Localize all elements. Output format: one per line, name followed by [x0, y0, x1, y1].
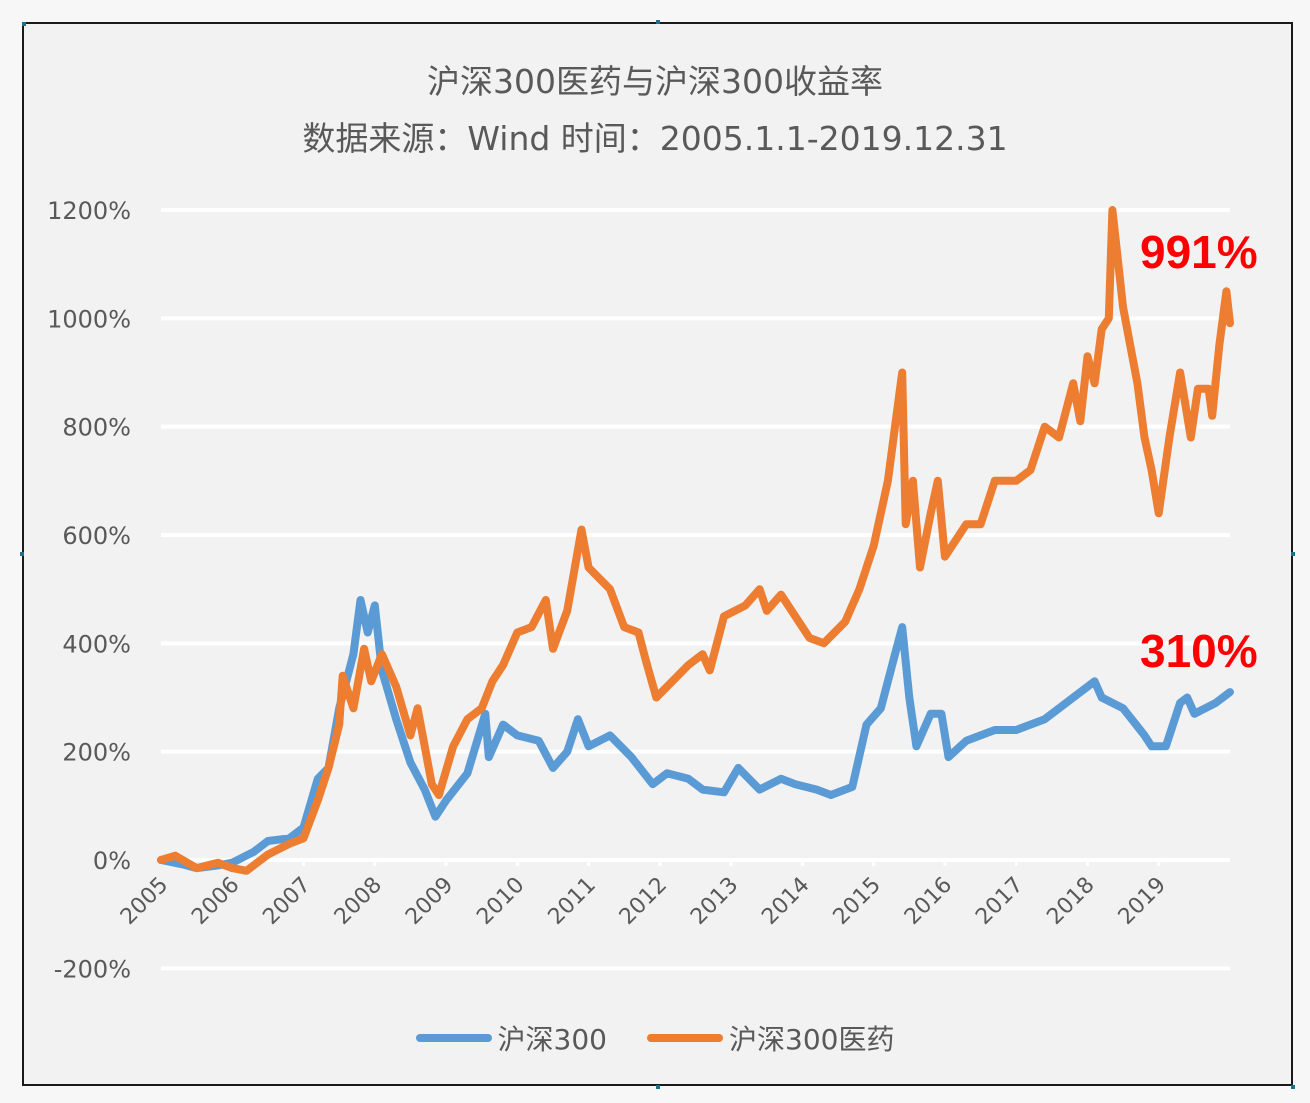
resize-handle-bottom-mid[interactable] [656, 1085, 660, 1089]
x-tick-label: 2019 [1114, 873, 1171, 930]
x-tick-label: 2013 [686, 873, 743, 930]
y-tick-label: 800% [62, 414, 131, 442]
x-tick-label: 2017 [971, 873, 1028, 930]
y-tick-label: 1200% [47, 197, 131, 225]
x-tick-label: 2014 [757, 873, 814, 930]
y-tick-label: 0% [93, 847, 131, 875]
chart-frame [22, 22, 1293, 1086]
resize-handle-top-left[interactable] [22, 22, 26, 26]
y-tick-label: 1000% [47, 305, 131, 333]
resize-handle-right-mid[interactable] [1291, 552, 1295, 556]
chart-subtitle: 数据来源：Wind 时间：2005.1.1-2019.12.31 [302, 119, 1008, 158]
resize-handle-bottom-right[interactable] [1291, 1085, 1295, 1089]
x-tick-label: 2008 [330, 873, 387, 930]
chart-title: 沪深300医药与沪深300收益率 [427, 62, 883, 101]
x-tick-label: 2012 [615, 873, 672, 930]
series-line-csi300-pharma [157, 206, 1234, 875]
x-tick-label: 2016 [900, 873, 957, 930]
annotation-csi300-return: 310% [1140, 625, 1258, 677]
x-tick-label: 2009 [401, 873, 458, 930]
legend-swatch-csi300-pharma [647, 1034, 723, 1042]
x-tick-label: 2010 [472, 873, 529, 930]
y-tick-label: 600% [62, 522, 131, 550]
y-tick-label: 400% [62, 630, 131, 658]
y-axis-ticks: -200% 0% 200% 400% 600% 800% 1000% 1200% [47, 197, 131, 983]
x-tick-label: 2007 [259, 873, 316, 930]
legend-label-csi300-pharma: 沪深300医药 [729, 1023, 895, 1056]
gridlines [161, 208, 1230, 971]
legend-label-csi300: 沪深300 [497, 1023, 607, 1056]
x-tick-label: 2018 [1042, 873, 1099, 930]
y-tick-label: 200% [62, 739, 131, 767]
series-line-csi300 [157, 596, 1234, 873]
y-tick-label: -200% [54, 955, 131, 983]
legend-swatch-csi300 [415, 1034, 492, 1042]
legend-item-csi300[interactable]: 沪深300 [415, 1018, 607, 1058]
x-tick-label: 2006 [187, 873, 244, 930]
x-tick-label: 2005 [116, 873, 173, 930]
x-tick-label: 2011 [544, 873, 601, 930]
series-lines [157, 206, 1234, 875]
x-axis: 2005 2006 2007 2008 2009 2010 2011 2012 2013 2014… [116, 860, 1171, 930]
legend: 沪深300 沪深300医药 [0, 1018, 1310, 1058]
annotation-pharma-return: 991% [1140, 226, 1258, 278]
resize-handle-left-mid[interactable] [20, 552, 24, 556]
resize-handle-top-mid[interactable] [656, 20, 660, 24]
legend-item-csi300-pharma[interactable]: 沪深300医药 [647, 1018, 894, 1058]
x-tick-label: 2015 [829, 873, 886, 930]
